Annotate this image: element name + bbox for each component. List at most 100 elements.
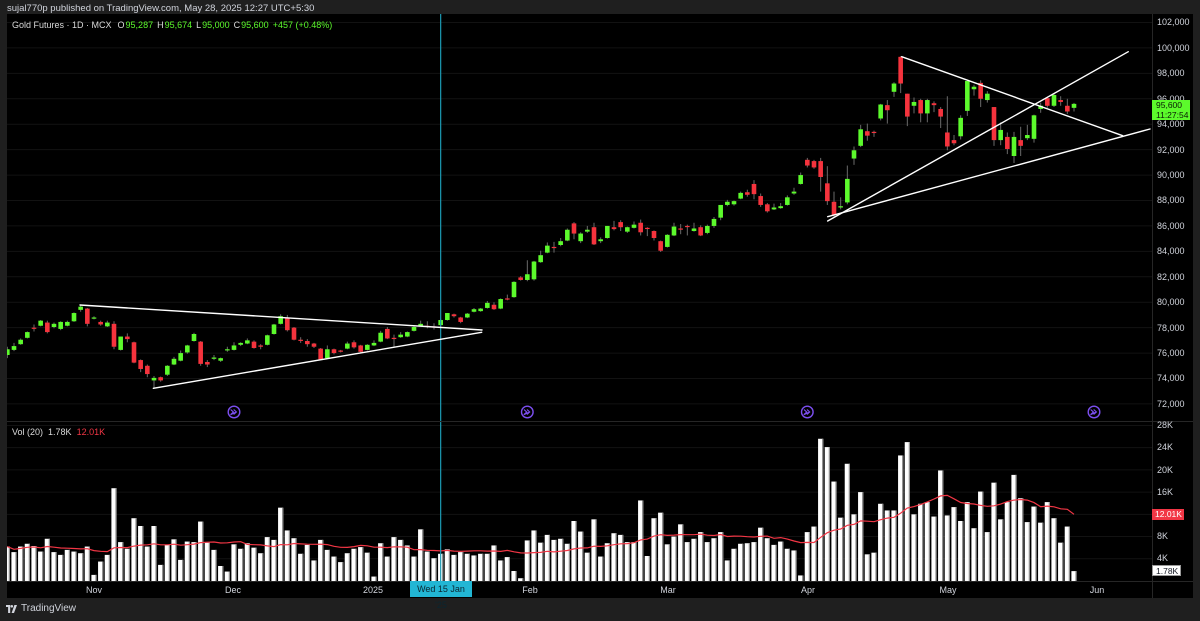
candle-up (118, 336, 123, 351)
candle-up (1051, 93, 1057, 108)
volume-bar-shade (268, 537, 270, 581)
volume-bar-body (784, 548, 790, 581)
candle-body (225, 349, 230, 351)
volume-bar-body (584, 552, 590, 581)
candle-body (71, 313, 77, 322)
volume-bar (718, 532, 724, 581)
candle-down (1045, 97, 1050, 108)
candle-down (885, 100, 890, 124)
volume-bar-body (518, 578, 524, 581)
contract-rollover-icon[interactable] (227, 405, 241, 419)
candle-body (765, 204, 770, 212)
candle-down (251, 340, 257, 349)
event-markers[interactable] (227, 405, 1101, 419)
symbol-legend[interactable]: Gold Futures · 1D · MCX O 95,287 H 95,674 … (12, 20, 332, 30)
candle-down (938, 107, 943, 129)
candle-up (411, 326, 417, 332)
volume-bar-body (504, 557, 510, 581)
event-icon-arrow (803, 409, 811, 416)
volume-bar (298, 553, 304, 581)
volume-bar-body (338, 562, 344, 581)
volume-bar (111, 488, 117, 581)
volume-bar-body (738, 543, 744, 581)
candle-body (358, 345, 363, 352)
volume-bar-body (58, 554, 64, 581)
volume-bar-shade (862, 492, 864, 581)
volume-bar (418, 529, 424, 581)
volume-axis-label: 4K (1157, 553, 1169, 563)
candle-down (745, 189, 750, 197)
candle-up (178, 350, 183, 362)
candle-body (885, 105, 890, 111)
candle-body (698, 227, 703, 236)
trendlines[interactable] (79, 50, 1151, 390)
candle-body (118, 336, 123, 350)
volume-pane-separator[interactable] (7, 421, 1193, 422)
volume-bar-shade (915, 514, 917, 581)
trendline-right-descending[interactable] (900, 55, 1124, 137)
footer-brand[interactable]: TradingView (6, 603, 76, 614)
volume-bar-body (478, 553, 484, 581)
candle-body (611, 227, 617, 230)
candle-down (651, 230, 657, 241)
volume-bar-shade (1035, 506, 1037, 581)
volume-bar-body (84, 546, 90, 581)
candle-body (805, 159, 810, 166)
candle-up (858, 124, 863, 148)
candle-down (158, 376, 163, 382)
candle-body (351, 342, 357, 348)
candle-body (18, 339, 23, 345)
trendline-left-triangle-upper[interactable] (79, 304, 483, 331)
price-axis-label: 96,000 (1157, 94, 1185, 104)
candle-body (85, 308, 90, 324)
price-axis-label: 98,000 (1157, 68, 1185, 78)
contract-rollover-icon[interactable] (520, 405, 534, 419)
candle-body (971, 86, 977, 90)
candle-up (485, 300, 490, 309)
candle-body (898, 56, 903, 84)
candle-body (571, 223, 577, 234)
volume-bar-shade (362, 547, 364, 581)
candle-body (691, 228, 697, 232)
candle-up (238, 342, 243, 347)
candle-up (838, 197, 843, 210)
volume-bar-shade (135, 518, 137, 581)
volume-bar-shade (488, 553, 490, 581)
candle-body (598, 239, 603, 242)
volume-axis-label: 24K (1157, 442, 1174, 452)
volume-bar-shade (35, 546, 37, 581)
volume-bar-body (151, 526, 157, 581)
volume-bar (31, 546, 37, 581)
contract-rollover-icon[interactable] (800, 405, 814, 419)
volume-value-tag: 1.78K (1152, 565, 1181, 576)
volume-indicator-name[interactable]: Vol (20) (12, 427, 44, 437)
trendline-right-rising-steep[interactable] (826, 50, 1129, 222)
volume-bar-body (64, 549, 70, 581)
volume-bar-shade (188, 541, 190, 581)
volume-bar-shade (655, 518, 657, 581)
volume-bar-shade (822, 438, 824, 581)
volume-ma-line (7, 494, 1075, 554)
volume-legend[interactable]: Vol (20) 1.78K 12.01K (12, 427, 105, 437)
candle-body (405, 332, 410, 337)
candle-body (465, 313, 470, 318)
volume-bar-shade (68, 549, 70, 581)
candle-down (945, 96, 950, 151)
volume-bar-body (331, 556, 337, 581)
time-axis-separator (7, 581, 1193, 582)
candle-body (458, 317, 463, 322)
trendline-right-rising-shallow[interactable] (826, 128, 1151, 218)
ohlc-open: O 95,287 (117, 20, 154, 30)
volume-bar (71, 551, 77, 581)
volume-bar-shade (602, 556, 604, 581)
volume-bar-shade (235, 544, 237, 581)
volume-bar-shade (902, 455, 904, 581)
contract-rollover-icon[interactable] (1087, 405, 1101, 419)
candle-body (605, 225, 610, 239)
candle-body (825, 183, 830, 202)
symbol-title[interactable]: Gold Futures · 1D · MCX (12, 20, 112, 30)
candle-down (305, 339, 310, 347)
trendline-left-triangle-lower[interactable] (152, 331, 483, 390)
volume-bar (564, 543, 570, 581)
